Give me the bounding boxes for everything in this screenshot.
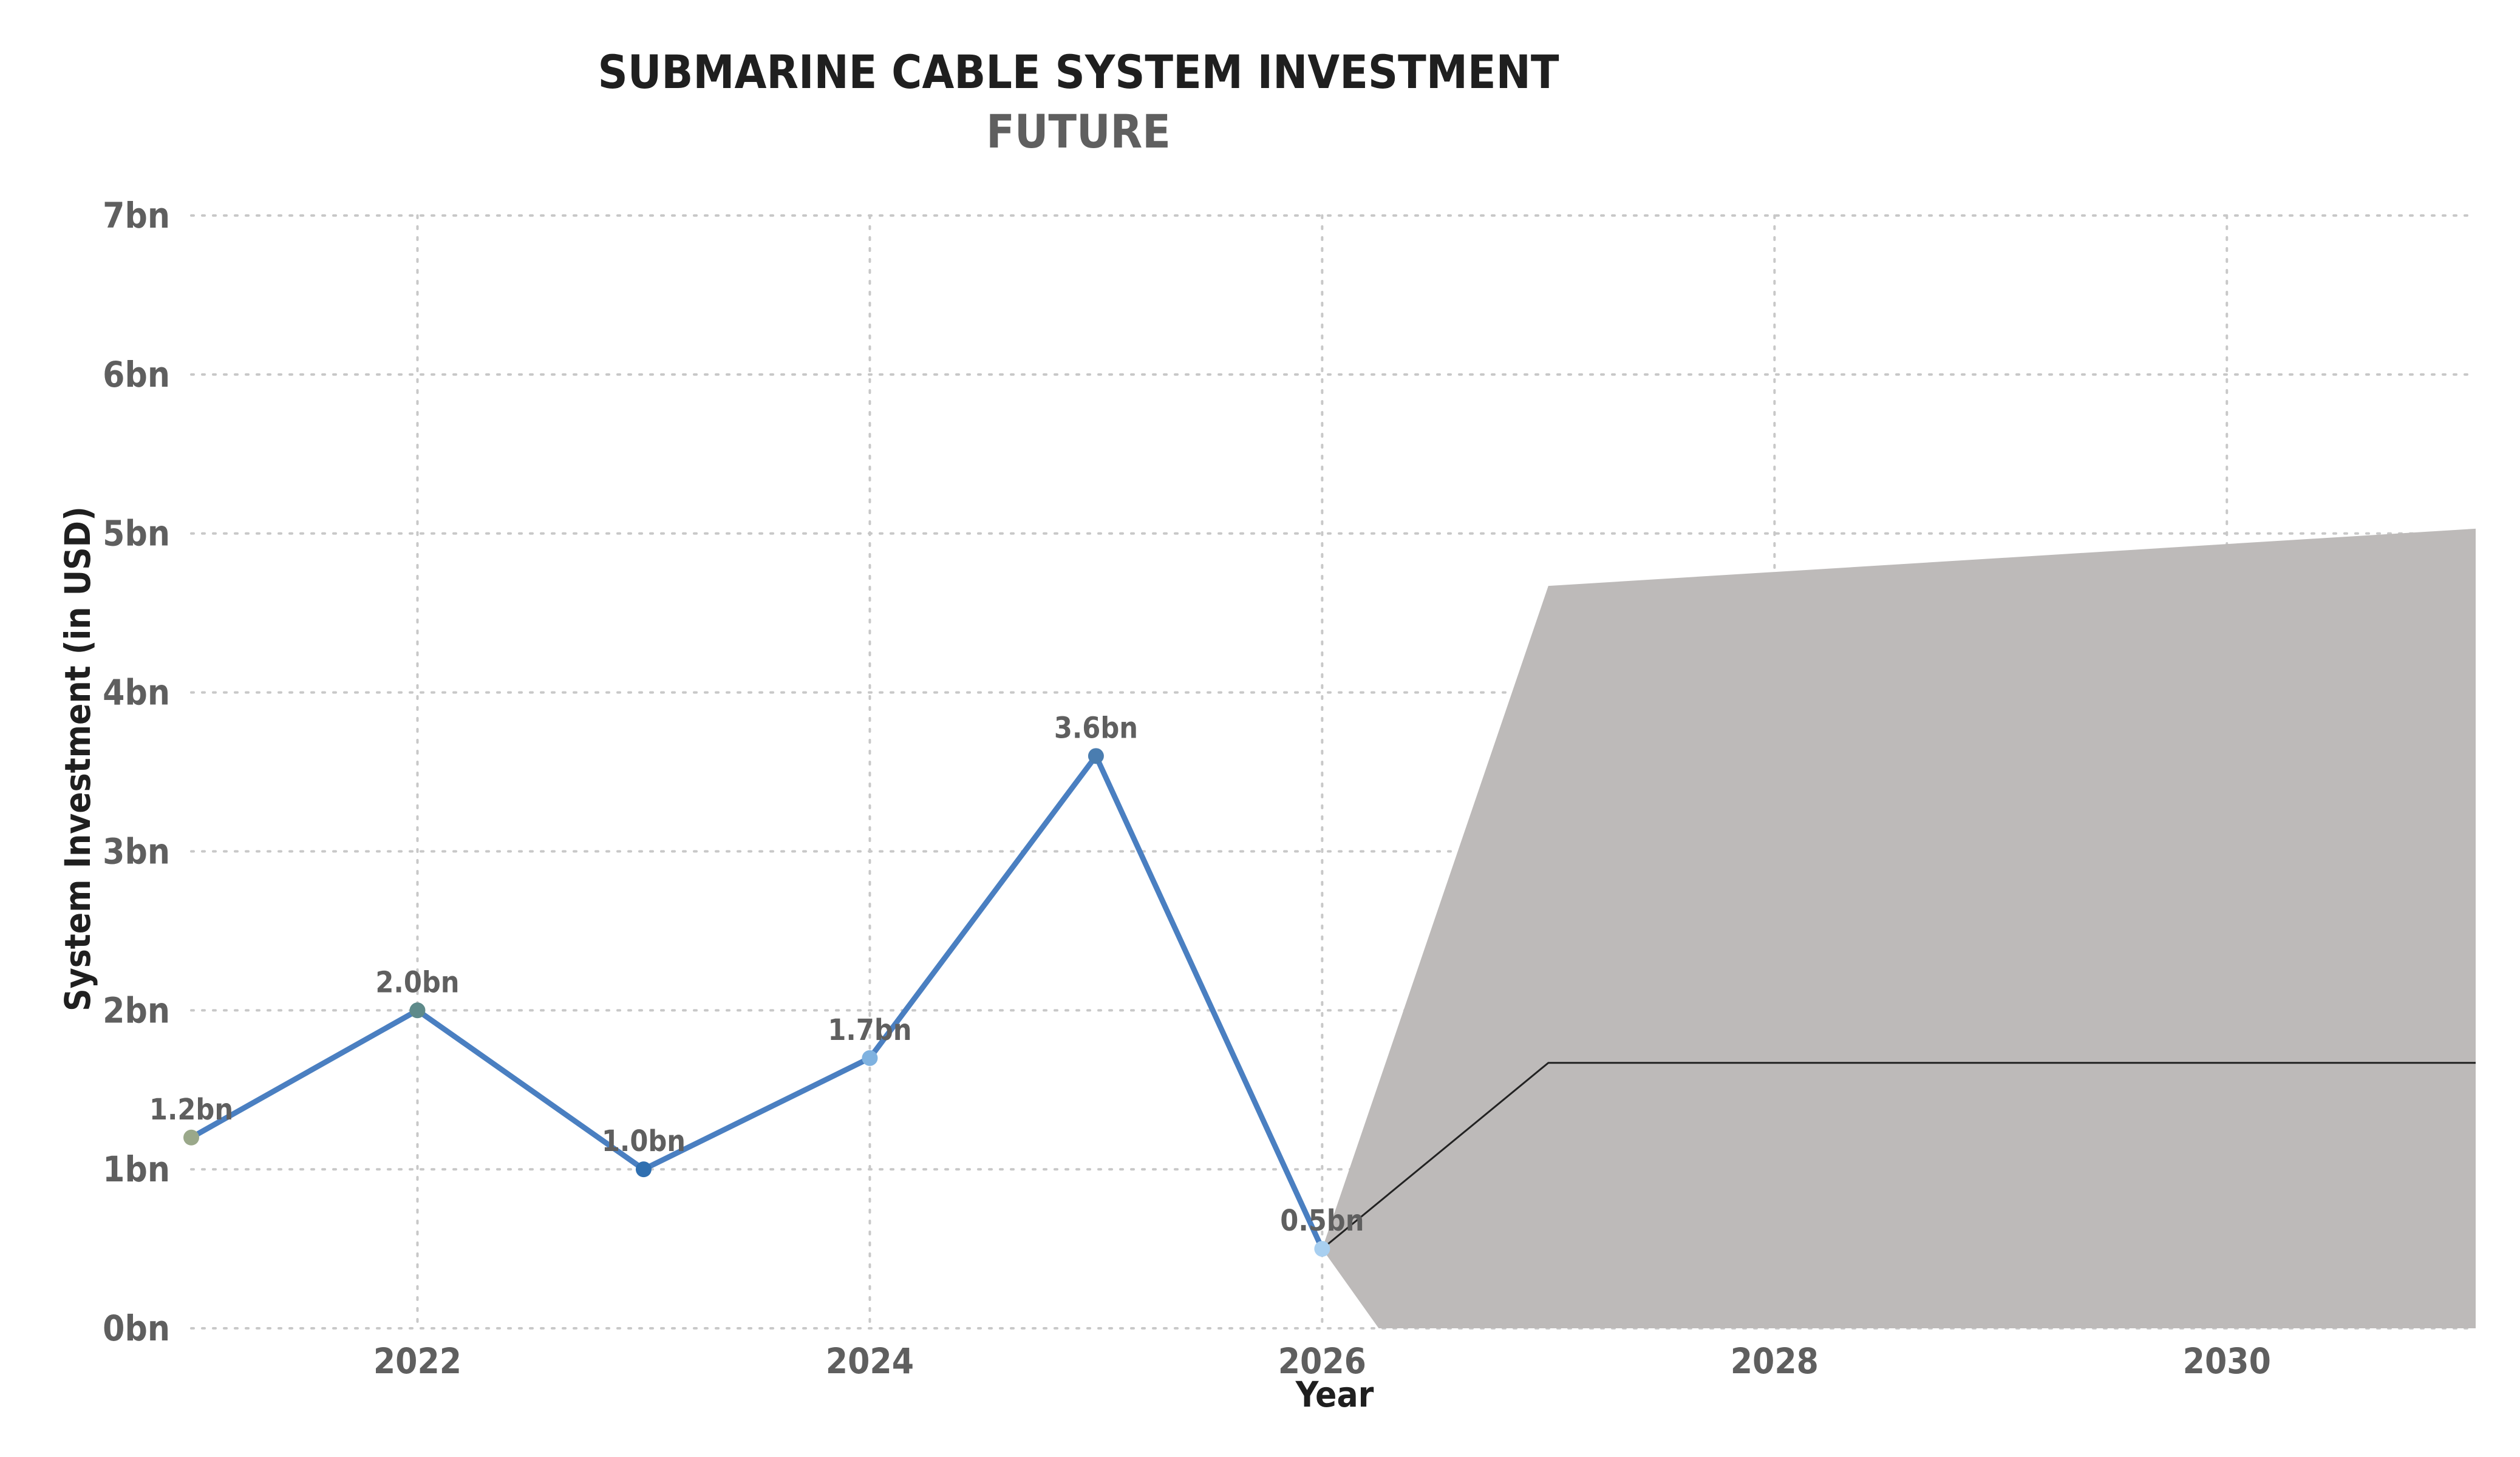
data-label: 3.6bn	[1054, 711, 1138, 745]
y-tick-label: 0bn	[103, 1308, 170, 1349]
data-point	[183, 1129, 199, 1146]
y-tick-label: 6bn	[103, 354, 170, 395]
y-tick-label: 5bn	[103, 513, 170, 554]
confidence-band	[1322, 528, 2476, 1328]
data-point	[862, 1050, 878, 1066]
x-tick-label: 2022	[373, 1340, 461, 1382]
y-tick-label: 4bn	[103, 672, 170, 713]
x-axis-title: Year	[1295, 1374, 1374, 1415]
data-label: 1.2bn	[149, 1093, 233, 1127]
x-tick-label: 2028	[1731, 1340, 1819, 1382]
chart-title: SUBMARINE CABLE SYSTEM INVESTMENT	[598, 45, 1559, 99]
forecast-line	[1321, 1062, 2476, 1250]
data-point	[635, 1161, 652, 1178]
y-tick-label: 1bn	[103, 1149, 170, 1190]
y-tick-label: 3bn	[103, 830, 170, 872]
data-point	[1314, 1241, 1330, 1257]
y-tick-label: 7bn	[103, 195, 170, 236]
data-point	[1088, 748, 1104, 764]
x-tick-label: 2026	[1278, 1340, 1366, 1382]
data-label: 1.7bn	[828, 1013, 911, 1047]
series-line	[188, 753, 1325, 1252]
data-label: 0.5bn	[1280, 1204, 1364, 1238]
x-tick-label: 2024	[826, 1340, 914, 1382]
chart-subtitle: FUTURE	[986, 104, 1171, 158]
y-axis-title: System Investment (in USD)	[57, 506, 98, 1011]
y-tick-label: 2bn	[103, 990, 170, 1031]
data-point	[409, 1002, 426, 1019]
confidence-band-area	[1322, 528, 2476, 1328]
axes: 0bn 1bn 2bn 3bn 4bn 5bn 6bn 7bn 2022 2024 2026 2028…	[103, 195, 2271, 1382]
data-label: 1.0bn	[602, 1124, 686, 1158]
series-group: 1.2bn 2.0bn 1.0bn 1.7bn 3.6bn 0.5bn	[149, 711, 1364, 1257]
forecast-line-group	[1321, 1062, 2476, 1250]
data-label: 2.0bn	[375, 965, 459, 999]
x-tick-label: 2030	[2183, 1340, 2271, 1382]
